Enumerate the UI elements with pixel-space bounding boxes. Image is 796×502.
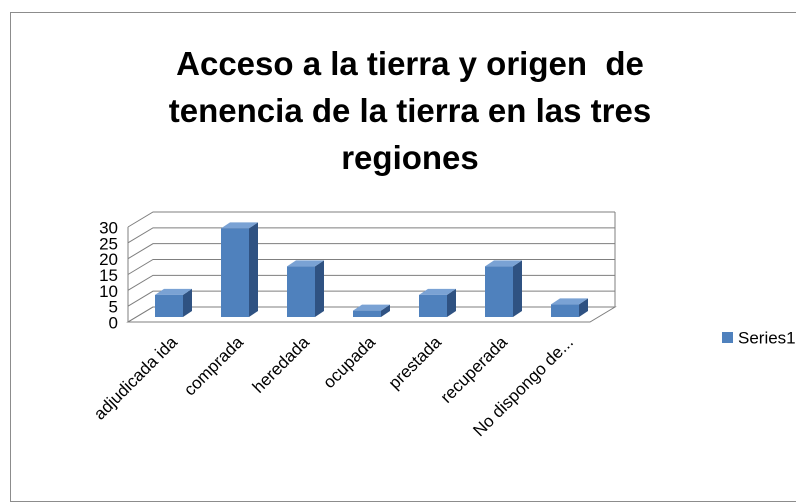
grid-line — [127, 211, 615, 228]
y-tick-label: 5 — [109, 298, 118, 317]
bar-face — [447, 288, 456, 317]
grid-line — [127, 290, 615, 307]
bar — [353, 304, 390, 317]
bar-face — [419, 294, 447, 317]
bar-face — [221, 222, 258, 229]
bar-face — [315, 260, 324, 317]
y-tick-label: 0 — [109, 313, 118, 332]
bar-face — [221, 228, 249, 317]
chart-title: Acceso a la tierra y origen de tenencia … — [168, 45, 661, 176]
x-tick-label: prestada — [385, 332, 446, 393]
bar-face — [485, 266, 513, 317]
grid-line — [127, 259, 615, 275]
x-tick-label: heredada — [249, 332, 314, 397]
bar-face — [579, 298, 588, 317]
bar — [287, 260, 324, 317]
grid-line — [127, 306, 615, 323]
y-tick-label: 15 — [99, 266, 118, 285]
bar — [551, 298, 588, 317]
bar-face — [353, 304, 390, 311]
bar-face — [551, 298, 588, 305]
x-tick-label: adjudicada ida — [90, 332, 181, 423]
bar-face — [353, 310, 381, 317]
grid-line — [127, 243, 615, 260]
bar — [221, 222, 258, 317]
grid-line — [127, 227, 615, 244]
bar-face — [155, 288, 192, 295]
bar-face — [513, 260, 522, 317]
bar-face — [183, 288, 192, 317]
bar — [485, 260, 522, 317]
x-tick-label: ocupada — [319, 332, 379, 392]
bar-face — [485, 260, 522, 267]
bar-face — [551, 304, 579, 317]
bar-face — [287, 260, 324, 267]
bar-face — [381, 304, 390, 317]
bar-face — [287, 266, 315, 317]
y-tick-label: 25 — [99, 234, 118, 253]
bar — [155, 288, 192, 317]
legend-label: Series1 — [738, 328, 796, 347]
grid-line — [127, 274, 615, 291]
bar-face — [155, 294, 183, 317]
bar-face — [419, 288, 456, 295]
y-tick-label: 10 — [99, 282, 118, 301]
bar — [419, 288, 456, 317]
y-tick-label: 30 — [99, 218, 118, 237]
bar-face — [249, 222, 258, 317]
chart: Acceso a la tierra y origen de tenencia … — [10, 12, 796, 502]
y-tick-label: 20 — [99, 250, 118, 269]
x-tick-label: comprada — [180, 332, 247, 399]
legend-swatch — [722, 332, 733, 343]
